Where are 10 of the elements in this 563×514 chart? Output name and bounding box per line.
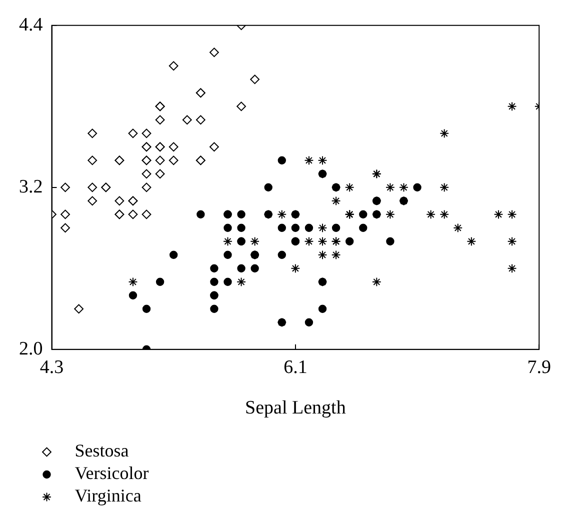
legend-label: Sestosa — [74, 440, 129, 461]
x-tick-label: 7.9 — [527, 356, 551, 378]
y-tick-label: 3.2 — [19, 176, 43, 198]
y-tick-label: 4.4 — [19, 14, 44, 36]
x-tick-label: 6.1 — [284, 356, 308, 378]
legend-label: Versicolor — [74, 463, 149, 484]
legend-label: Virginica — [74, 486, 142, 506]
x-tick-label: 4.3 — [40, 356, 64, 378]
x-axis-title: Sepal Length — [245, 398, 346, 419]
y-tick-label: 2.0 — [19, 338, 43, 360]
